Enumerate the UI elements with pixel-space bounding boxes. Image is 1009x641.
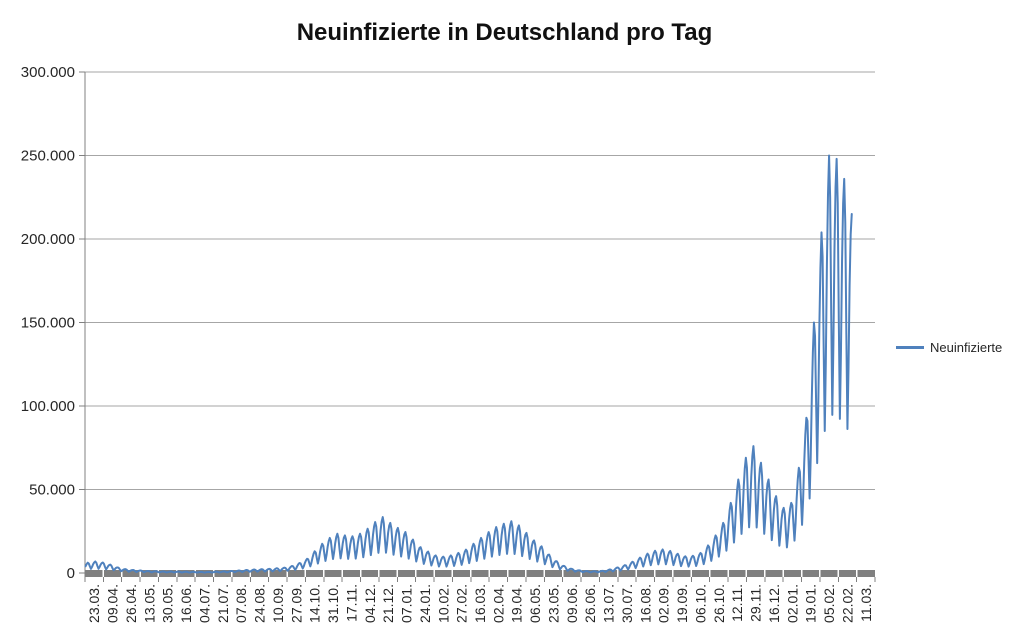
x-axis-tick-label: 19.04. (509, 584, 525, 623)
x-axis-tick-label: 02.09. (656, 584, 672, 623)
x-axis-tick-label: 19.01. (803, 584, 819, 623)
y-axis-tick-label: 200.000 (21, 231, 75, 248)
x-axis-tick-label: 09.04. (105, 584, 121, 623)
x-axis-tick-label: 04.07. (196, 584, 212, 623)
x-axis-tick-label: 02.01. (784, 584, 800, 623)
x-axis-tick-label: 10.09. (270, 584, 286, 623)
x-axis-tick-label: 12.11. (729, 584, 745, 622)
x-axis-band (85, 570, 875, 577)
x-axis-tick-label: 19.09. (674, 584, 690, 623)
x-axis-tick-label: 13.07. (601, 584, 617, 623)
x-axis-tick-label: 29.11. (748, 584, 764, 622)
legend-line-swatch (896, 345, 924, 349)
x-axis-tick-label: 07.08. (233, 584, 249, 623)
x-axis-tick-label: 21.07. (215, 584, 231, 623)
y-axis-tick-label: 300.000 (21, 64, 75, 81)
chart-title: Neuinfizierte in Deutschland pro Tag (296, 19, 713, 46)
x-axis-tick-label: 05.02. (821, 584, 837, 623)
x-axis-tick-label: 26.06. (582, 584, 598, 623)
x-axis-tick-label: 31.10. (325, 584, 341, 623)
x-axis-tick-label: 11.03. (858, 584, 874, 622)
x-axis-tick-label: 13.05. (141, 584, 157, 623)
x-axis-tick-label: 07.01. (399, 584, 415, 623)
x-axis-tick-label: 26.04. (123, 584, 139, 623)
series-line-neuinfizierte (84, 154, 853, 574)
y-axis-tick-label: 50.000 (29, 482, 75, 499)
x-axis-tick-label: 02.04. (490, 584, 506, 623)
x-axis-tick-label: 21.12. (380, 584, 396, 623)
x-axis-tick-label: 30.05. (160, 584, 176, 623)
gridlines-group (79, 71, 875, 574)
legend-label: Neuinfizierte (930, 339, 1003, 355)
x-axis-tick-label: 24.01. (417, 584, 433, 623)
x-axis-tick-label: 06.10. (692, 584, 708, 623)
x-axis-tick-label: 16.06. (178, 584, 194, 623)
x-axis-tick-label: 30.07. (619, 584, 635, 623)
x-axis-tick-label: 27.02. (454, 584, 470, 623)
x-axis-tick-label: 23.05. (545, 584, 561, 623)
x-axis-tick-label: 09.06. (564, 584, 580, 623)
x-axis-tick-label: 04.12. (362, 584, 378, 623)
x-axis-tick-label: 06.05. (527, 584, 543, 623)
x-axis-tick-label: 16.12. (766, 584, 782, 623)
x-axis-tick-label: 14.10. (307, 584, 323, 623)
x-axis-tick-label: 22.02. (839, 584, 855, 623)
x-axis-ticks-group (84, 570, 876, 582)
y-axis-tick-label: 250.000 (21, 148, 75, 165)
x-axis-tick-label: 23.03. (86, 584, 102, 623)
x-axis-tick-label: 17.11. (343, 584, 359, 622)
x-axis-tick-label: 24.08. (252, 584, 268, 623)
legend: Neuinfizierte (896, 339, 1002, 355)
x-axis-tick-label: 27.09. (288, 584, 304, 623)
y-axis-tick-label: 150.000 (21, 315, 75, 332)
y-axis-tick-label: 0 (67, 565, 75, 582)
x-axis-tick-label: 16.03. (472, 584, 488, 623)
y-axis-tick-label: 100.000 (21, 398, 75, 415)
x-axis-tick-label: 16.08. (637, 584, 653, 623)
x-axis-tick-label: 26.10. (711, 584, 727, 623)
x-axis-tick-label: 10.02. (435, 584, 451, 623)
